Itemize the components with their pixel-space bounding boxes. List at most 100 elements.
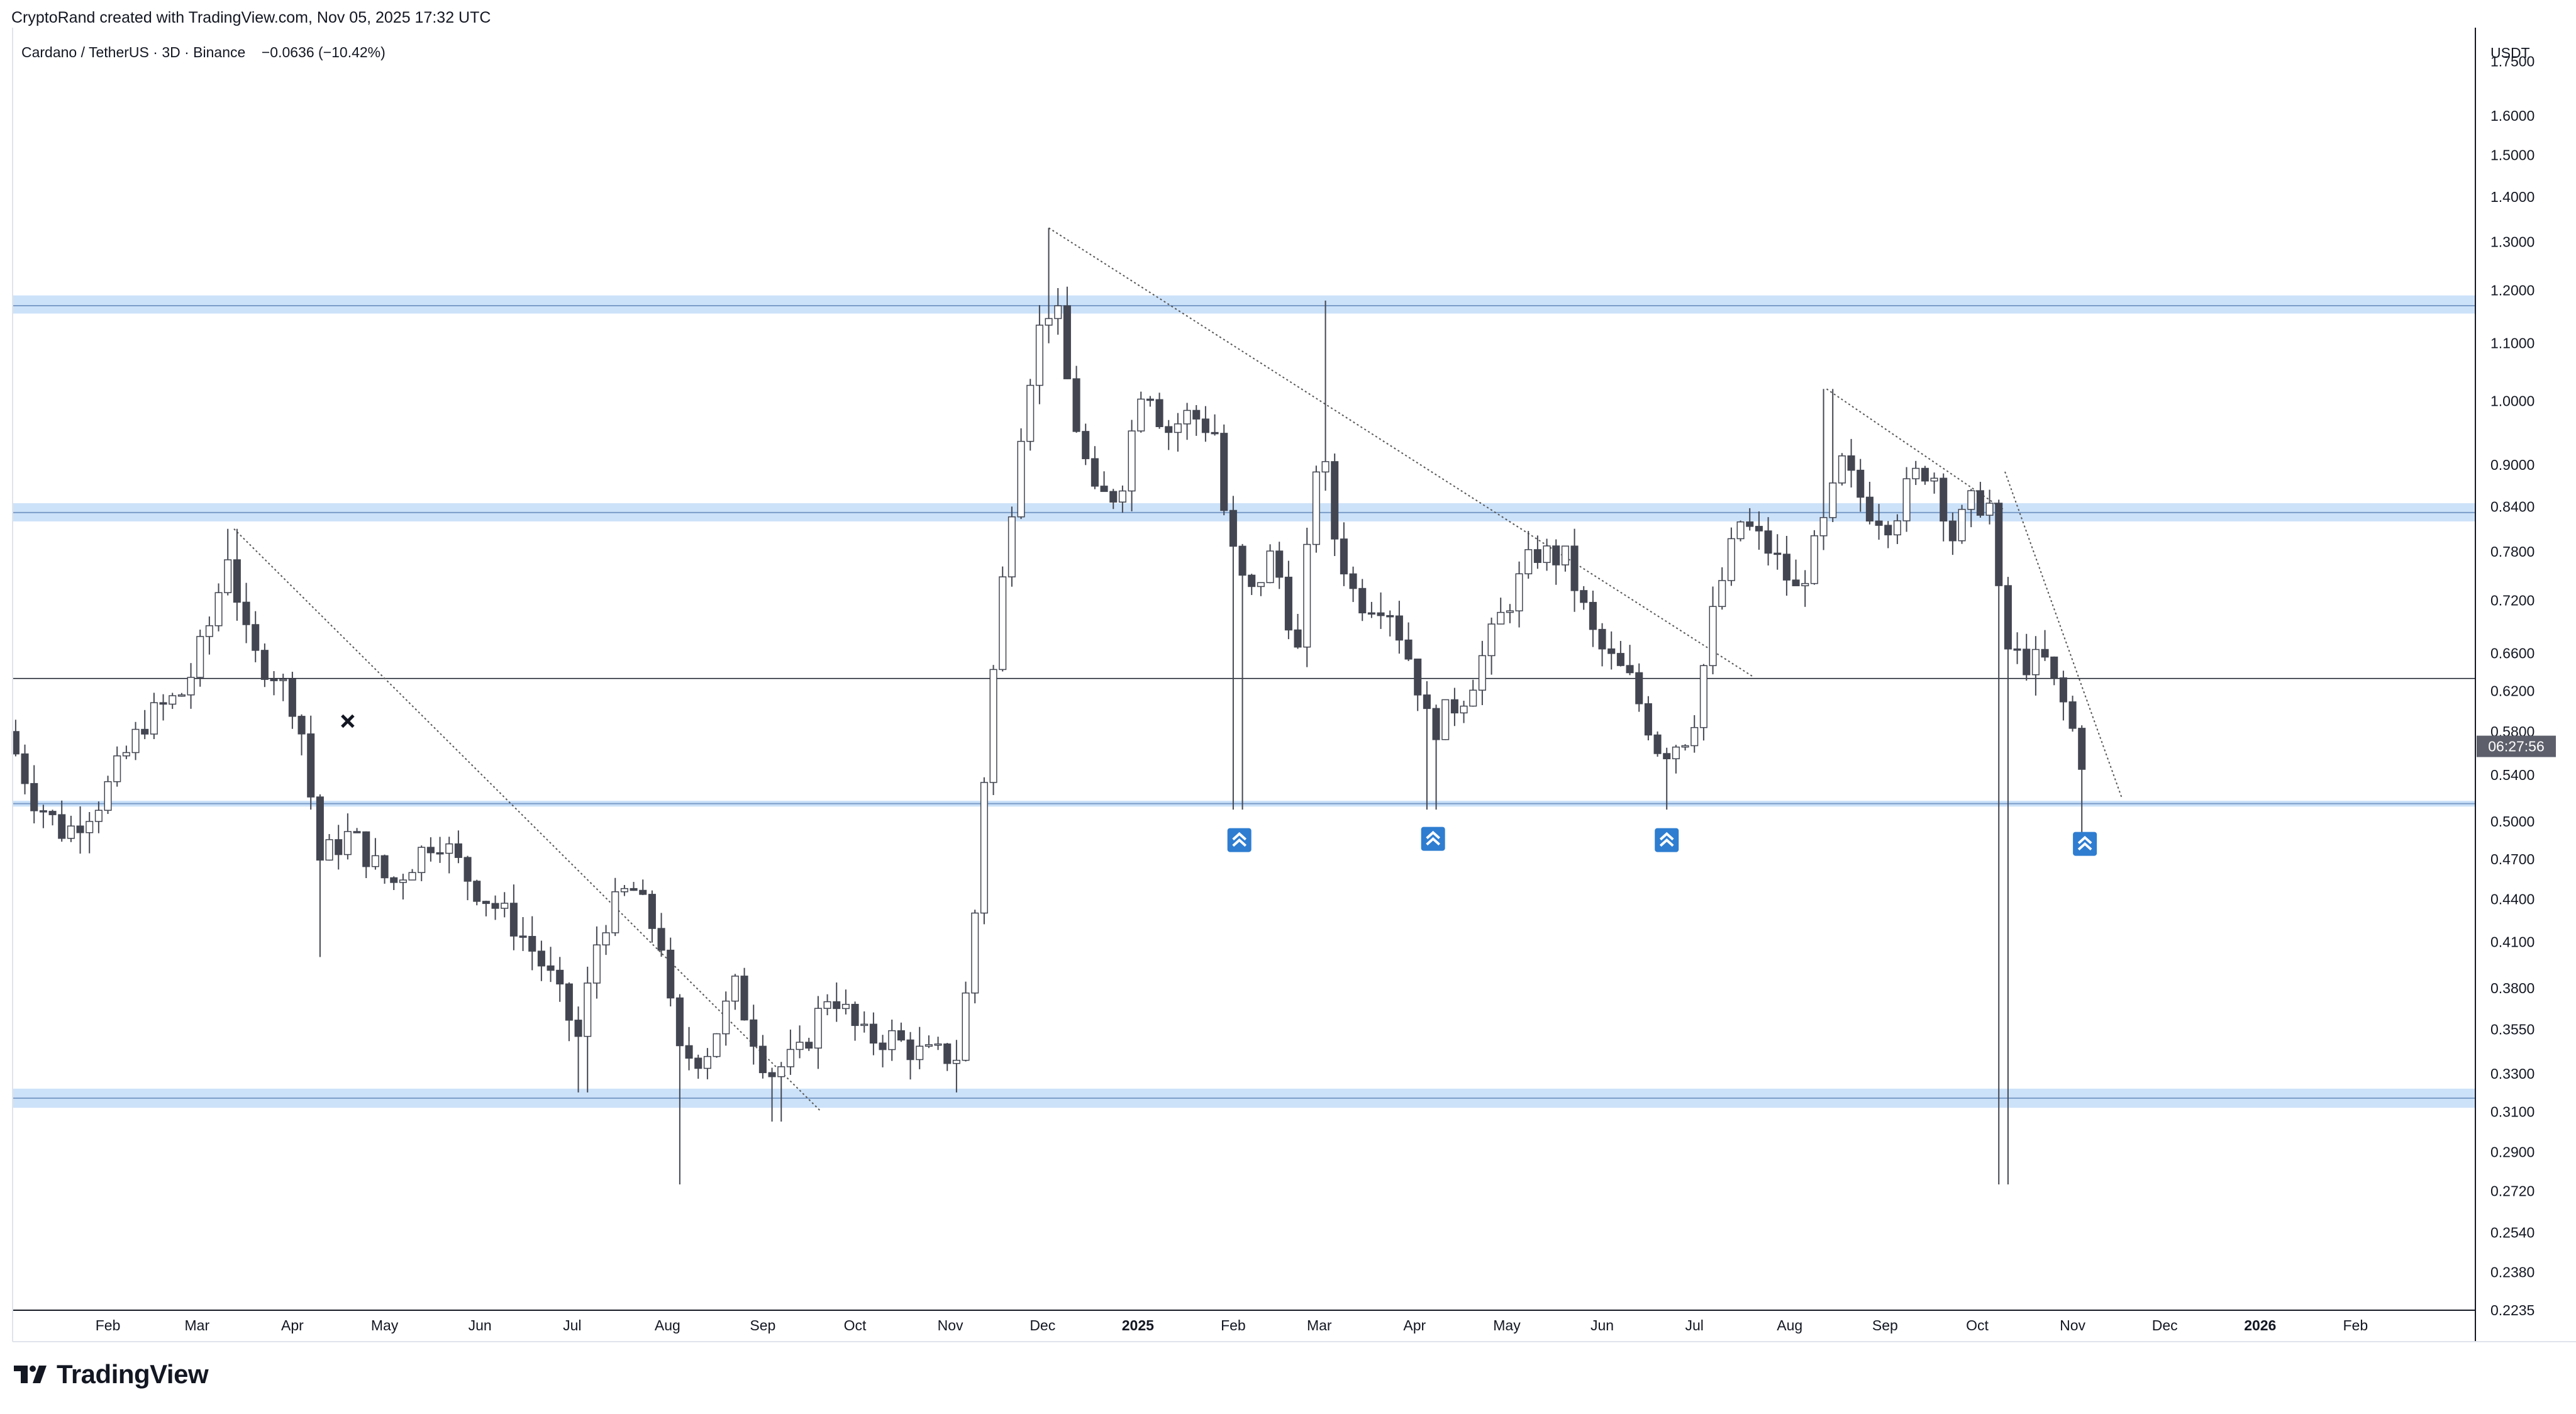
x-tick-label: Apr <box>281 1317 304 1333</box>
candle-down <box>1607 648 1616 654</box>
candle-up <box>94 810 103 822</box>
tradingview-logo[interactable]: TradingView <box>14 1359 209 1390</box>
countdown-label: 06:27:56 <box>2488 738 2545 755</box>
candle-down <box>1589 601 1597 630</box>
symbol-change: −0.0636 (−10.42%) <box>261 44 386 60</box>
candle-down <box>1220 433 1228 511</box>
symbol-name[interactable]: Cardano / TetherUS <box>21 44 149 60</box>
candle-down <box>1653 734 1662 754</box>
candle-down <box>21 753 29 784</box>
y-tick-label: 1.2000 <box>2490 282 2534 299</box>
candle-down <box>1109 491 1118 503</box>
candle-down <box>740 976 748 1021</box>
countdown-tag <box>2477 735 2556 757</box>
candle-up <box>777 1066 786 1077</box>
candle-down <box>1764 530 1772 554</box>
candle-down <box>260 650 269 680</box>
x-tick-label: Dec <box>2152 1317 2178 1333</box>
candle-up <box>888 1030 896 1050</box>
candle-up <box>445 843 453 854</box>
candle-up <box>1478 655 1486 691</box>
candle-up <box>1709 606 1717 666</box>
chevron-up-icon <box>2077 835 2092 845</box>
candle-up <box>1681 745 1689 748</box>
candle-up <box>786 1049 794 1067</box>
candle-down <box>1082 431 1090 459</box>
x-tick-label: Feb <box>1221 1317 1246 1333</box>
candle-down <box>943 1043 952 1064</box>
candle-up <box>1469 689 1477 707</box>
candle-down <box>1404 639 1413 660</box>
candle-up <box>1912 467 1920 479</box>
y-tick-label: 0.4100 <box>2490 934 2534 950</box>
candle-up <box>1930 477 1938 482</box>
candle-down <box>694 1057 702 1069</box>
candle-up <box>1312 471 1320 545</box>
candle-up <box>1137 398 1145 431</box>
x-tick-label: May <box>1493 1317 1521 1333</box>
candle-down <box>1746 521 1754 527</box>
candle-up <box>1672 746 1680 760</box>
candle-up <box>1829 482 1837 518</box>
y-tick-label: 1.7500 <box>2490 53 2534 70</box>
trendline <box>1826 388 2006 511</box>
symbol-interval[interactable]: 3D <box>162 44 180 60</box>
candle-up <box>731 976 739 1002</box>
signal-markers <box>341 714 2097 856</box>
candle-down <box>1580 590 1588 603</box>
candle-down <box>897 1030 905 1041</box>
y-tick-label: 0.9000 <box>2490 457 2534 473</box>
candle-down <box>2059 677 2067 703</box>
candle-up <box>841 1003 850 1010</box>
x-tick-label: Oct <box>844 1317 867 1333</box>
candle-down <box>556 969 564 985</box>
candle-down <box>1395 615 1403 641</box>
candle-up <box>1008 516 1016 577</box>
candle-up <box>1727 538 1735 581</box>
x-tick-label: Nov <box>938 1317 963 1333</box>
candle-down <box>39 810 47 813</box>
candle-down <box>436 852 444 855</box>
support-resistance-zones <box>13 295 2475 1108</box>
y-tick-label: 0.8400 <box>2490 499 2534 515</box>
candle-up <box>150 702 158 735</box>
candle-up <box>1690 726 1699 747</box>
candle-up <box>1045 318 1053 326</box>
candle-up <box>814 1008 822 1049</box>
candle-down <box>1432 708 1440 740</box>
x-tick-label: Aug <box>1777 1317 1802 1333</box>
candle-down <box>685 1045 693 1059</box>
candle-down <box>426 847 435 854</box>
candle-down <box>879 1042 887 1050</box>
candle-down <box>1976 490 1984 516</box>
symbol-exchange: Binance <box>193 44 246 60</box>
candle-up <box>104 781 112 811</box>
candle-down <box>851 1003 859 1027</box>
x-tick-label: Feb <box>2343 1317 2368 1333</box>
x-tick-label: Mar <box>185 1317 210 1333</box>
double-chevron-up-icon <box>2073 832 2097 856</box>
candle-down <box>335 839 343 855</box>
candle-down <box>1063 305 1071 379</box>
candle-down <box>547 965 555 971</box>
tradingview-logo-icon <box>14 1366 47 1383</box>
candle-down <box>390 877 398 883</box>
y-tick-label: 1.1000 <box>2490 335 2534 352</box>
candle-down <box>1616 653 1624 666</box>
candle-up <box>169 695 177 705</box>
candle-up <box>501 903 509 909</box>
candle-down <box>537 950 545 967</box>
candle-down <box>1248 574 1256 587</box>
candle-down <box>491 903 499 909</box>
y-tick-label: 0.3100 <box>2490 1103 2534 1120</box>
candle-up <box>1303 543 1311 648</box>
candle-down <box>1146 398 1154 401</box>
candle-down <box>362 831 370 867</box>
candle-up <box>1524 549 1533 575</box>
candle-down <box>1229 509 1237 547</box>
candle-up <box>602 932 610 945</box>
candle-down <box>270 679 278 681</box>
candle-down <box>1294 629 1302 648</box>
candlesticks <box>11 228 2086 1184</box>
